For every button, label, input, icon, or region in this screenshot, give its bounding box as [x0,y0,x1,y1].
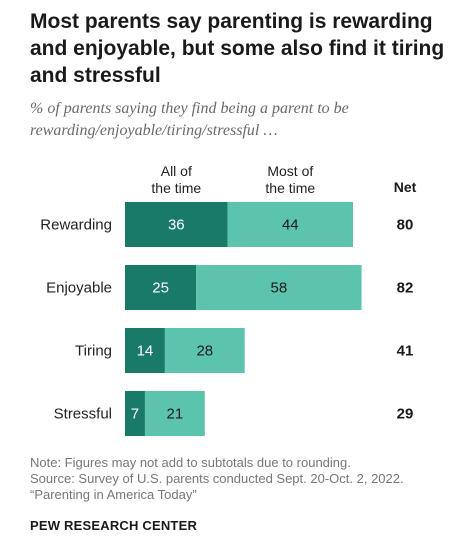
report-name: “Parenting in America Today” [30,487,197,502]
legend-label-1: Most of the time [265,163,315,196]
data-label: 7 [131,406,139,423]
bar-segment [125,391,145,436]
data-label: 25 [152,280,169,297]
bar-segment [125,265,197,310]
category-label: Stressful [54,406,112,423]
category-label: Enjoyable [46,280,112,297]
chart-note: Note: Figures may not add to subtotals d… [30,455,351,470]
data-label: 58 [271,280,288,297]
net-value: 41 [397,343,414,360]
chart-title: Most parents say parenting is rewarding … [30,10,445,87]
data-label: 36 [168,217,185,234]
bar-segment [125,202,228,247]
net-header: Net [394,179,417,195]
data-label: 21 [167,406,184,423]
bar-segment [164,328,245,373]
bar-segment [144,391,205,436]
category-label: Tiring [75,343,112,360]
data-label: 14 [137,343,154,360]
net-value: 80 [397,217,414,234]
legend-label-line: All of [161,163,192,179]
data-label: 44 [282,217,299,234]
chart-subtitle: % of parents saying they find being a pa… [30,100,349,139]
legend-label-0: All of the time [151,163,201,196]
chart-source: Source: Survey of U.S. parents conducted… [30,471,404,486]
legend-label-line: the time [265,180,315,196]
chart-labels: Net Rewarding 80 Enjoyable 82 Tiring 41 Stressf… [40,179,416,423]
net-value: 29 [397,406,414,423]
legend-label-line: the time [151,180,201,196]
chart-bars: 36 44 25 58 14 28 7 21 [125,202,362,436]
data-label: 28 [196,343,213,360]
net-value: 82 [397,280,414,297]
legend-label-line: Most of [267,163,313,179]
bar-segment [227,202,353,247]
category-label: Rewarding [40,217,112,234]
bar-segment [125,328,165,373]
brand-name: PEW RESEARCH CENTER [30,518,198,533]
bar-segment [196,265,362,310]
